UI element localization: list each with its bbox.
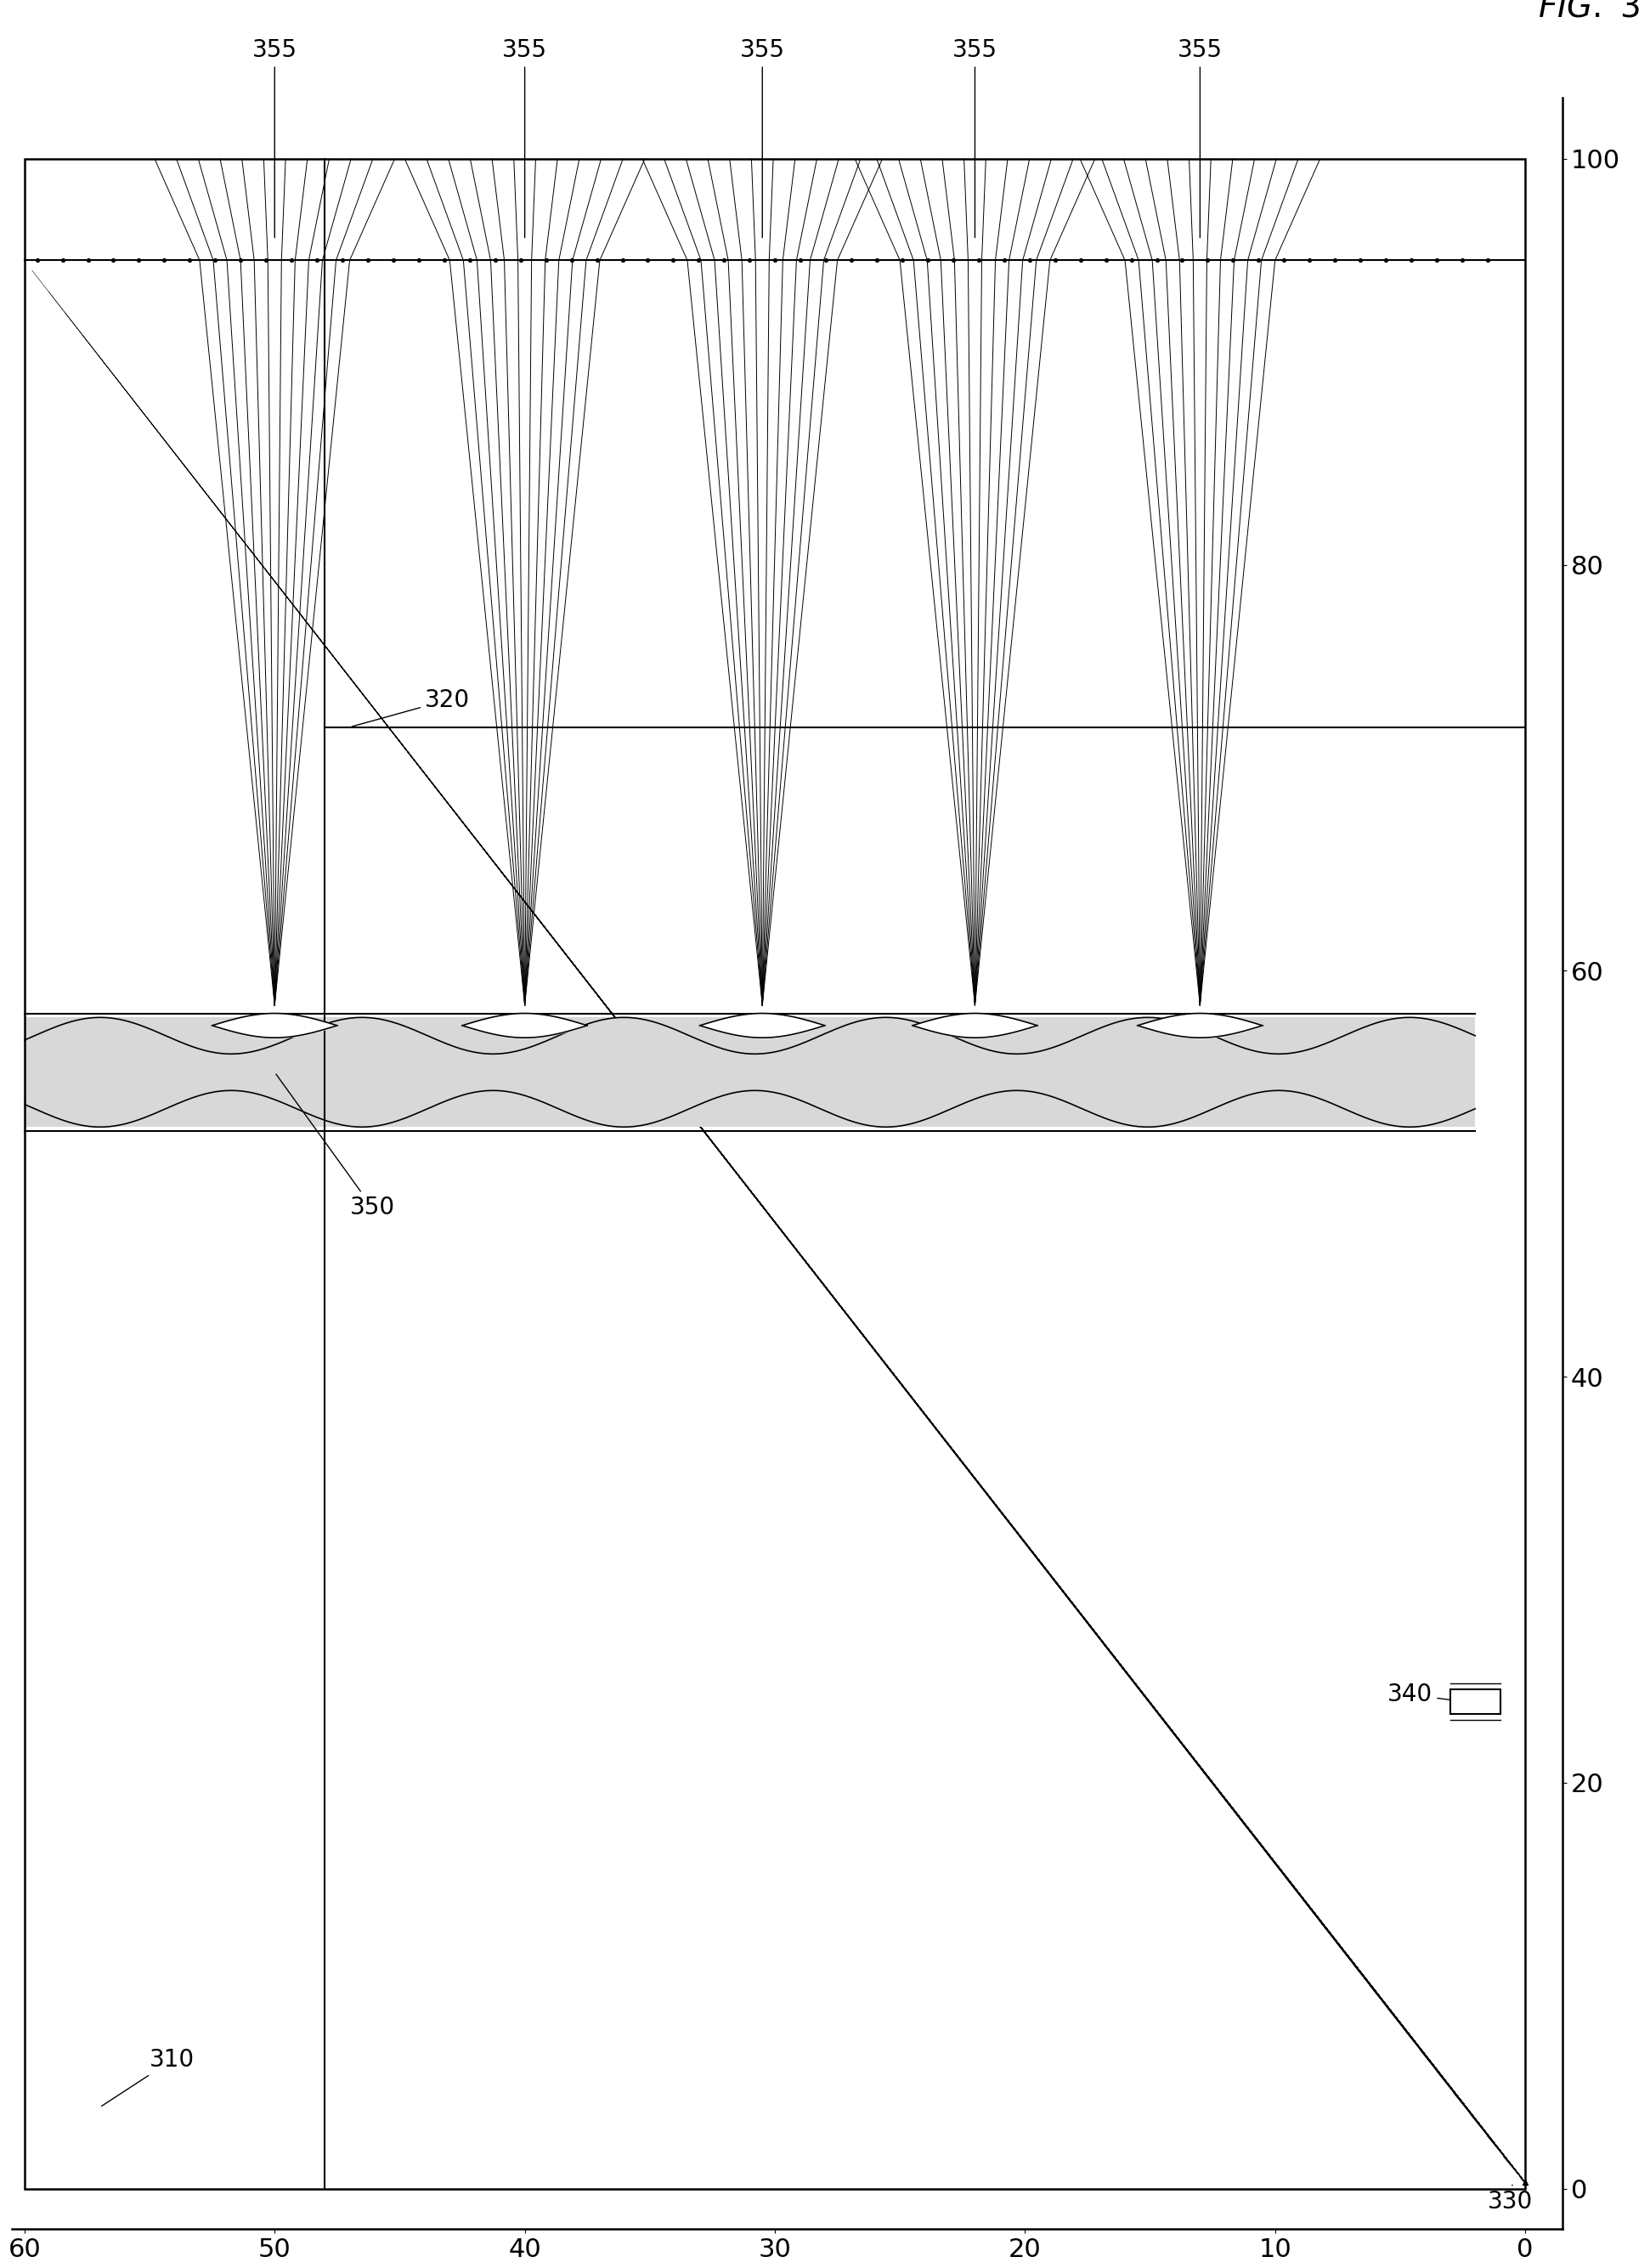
Text: 355: 355 — [502, 39, 548, 238]
Text: 320: 320 — [351, 687, 470, 726]
Text: 355: 355 — [1178, 39, 1223, 238]
Text: 310: 310 — [102, 2048, 195, 2107]
Text: 350: 350 — [276, 1075, 394, 1220]
Text: 355: 355 — [252, 39, 297, 238]
Bar — [25, 1018, 1475, 1127]
Text: 355: 355 — [952, 39, 998, 238]
Text: $\mathit{FIG.}\ \mathit{3}$: $\mathit{FIG.}\ \mathit{3}$ — [1538, 0, 1640, 23]
Bar — [1450, 1690, 1500, 1715]
Text: 330: 330 — [1488, 2184, 1533, 2214]
Text: 340: 340 — [1388, 1683, 1460, 1706]
Text: 355: 355 — [739, 39, 785, 238]
